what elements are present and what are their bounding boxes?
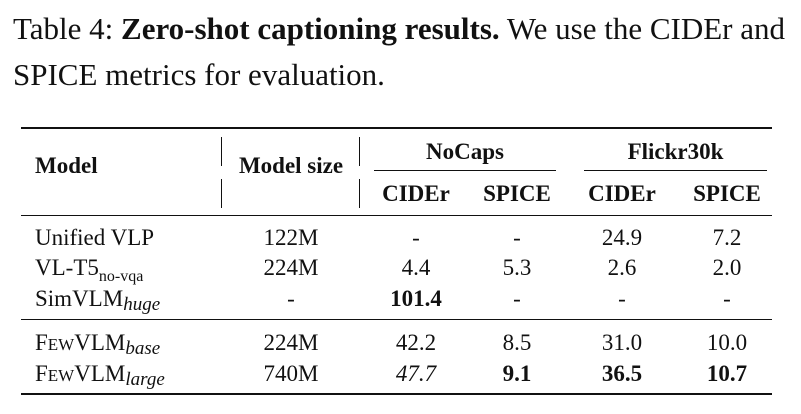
- row4-fl-cider: 31.0: [601, 330, 643, 355]
- row5-fl-spice: 10.7: [706, 361, 748, 386]
- caption-title: Zero-shot captioning results.: [121, 11, 500, 46]
- vsep-size-1: [359, 137, 360, 166]
- row3-model-name: SimVLM: [35, 286, 124, 311]
- flickr-cmidrule: [584, 170, 767, 171]
- row4-model: FEWVLMbase: [35, 330, 161, 359]
- row2-fl-cider: 2.6: [607, 255, 637, 280]
- row4-model-first: F: [35, 330, 48, 355]
- row3-fl-spice: -: [723, 286, 731, 311]
- row5-nc-cider: 47.7: [395, 361, 437, 386]
- row1-fl-spice: 7.2: [712, 225, 742, 250]
- row4-nc-cider: 42.2: [395, 330, 437, 355]
- header-nocaps-cider: CIDEr: [382, 181, 450, 206]
- row4-fl-spice: 10.0: [706, 330, 748, 355]
- row2-fl-spice: 2.0: [712, 255, 742, 280]
- row1-nc-spice: -: [513, 225, 521, 250]
- row5-size: 740M: [263, 361, 319, 386]
- row5-fl-cider: 36.5: [601, 361, 643, 386]
- vsep-model-2: [221, 179, 222, 208]
- row2-nc-spice: 5.3: [502, 255, 532, 280]
- row1-fl-cider: 24.9: [601, 225, 643, 250]
- row2-model-sub: no-vqa: [98, 268, 144, 285]
- row5-nc-spice: 9.1: [502, 361, 532, 386]
- header-model: Model: [35, 153, 98, 178]
- row4-model-tail: VLM: [74, 330, 126, 355]
- row4-nc-spice: 8.5: [502, 330, 532, 355]
- row3-fl-cider: -: [618, 286, 626, 311]
- vsep-model-1: [221, 137, 222, 166]
- header-flickr: Flickr30k: [627, 139, 724, 164]
- row4-size: 224M: [263, 330, 319, 355]
- bottom-rule: [21, 393, 772, 395]
- row2-model: VL-T5no-vqa: [35, 255, 144, 285]
- group-rule: [21, 319, 772, 320]
- row2-size: 224M: [263, 255, 319, 280]
- row1-nc-cider: -: [412, 225, 420, 250]
- caption-text: We use the CIDEr and SPICE metrics for e…: [13, 11, 785, 92]
- row3-nc-spice: -: [513, 286, 521, 311]
- row3-nc-cider: 101.4: [390, 286, 442, 311]
- row1-size: 122M: [263, 225, 319, 250]
- header-rule: [21, 215, 772, 216]
- row3-model: SimVLMhuge: [35, 286, 161, 315]
- row3-size: -: [287, 286, 295, 311]
- row5-model: FEWVLMlarge: [35, 361, 165, 390]
- row4-model-sub: base: [125, 338, 161, 359]
- nocaps-cmidrule: [374, 170, 556, 171]
- header-model-size: Model size: [238, 153, 344, 178]
- header-nocaps: NoCaps: [426, 139, 504, 164]
- row1-model: Unified VLP: [35, 225, 155, 250]
- row4-model-rest: EW: [47, 335, 75, 354]
- header-flickr-spice: SPICE: [693, 181, 761, 206]
- header-flickr-cider: CIDEr: [588, 181, 656, 206]
- row3-model-sub: huge: [123, 294, 161, 315]
- row5-model-sub: large: [125, 369, 165, 390]
- row2-nc-cider: 4.4: [401, 255, 431, 280]
- vsep-size-2: [359, 179, 360, 208]
- row5-model-tail: VLM: [74, 361, 126, 386]
- table-caption: Table 4: Zero-shot captioning results. W…: [13, 6, 793, 98]
- caption-label: Table 4:: [13, 11, 114, 46]
- top-rule: [21, 127, 772, 129]
- header-nocaps-spice: SPICE: [483, 181, 551, 206]
- row5-model-first: F: [35, 361, 48, 386]
- row5-model-rest: EW: [47, 366, 75, 385]
- row2-model-name: VL-T5: [35, 255, 99, 280]
